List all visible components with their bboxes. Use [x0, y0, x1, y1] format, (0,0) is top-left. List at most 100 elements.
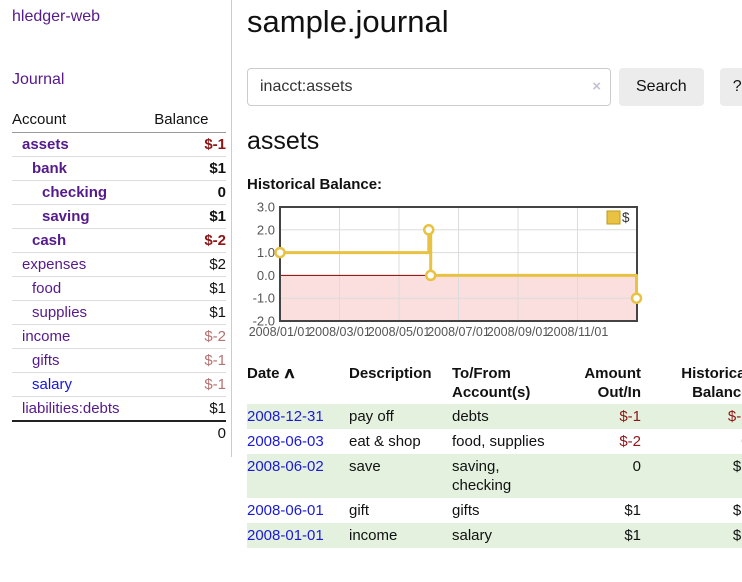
txn-column-header: To/From Account(s): [452, 365, 531, 401]
legend-label: $: [622, 210, 630, 225]
transactions-table: Date ∧ Description To/From Account(s) Amount O…: [247, 362, 742, 548]
app: hledger-web Journal Account Balance asse…: [12, 0, 742, 548]
x-axis-tick-label: 2008/09/01: [487, 325, 550, 339]
search-button[interactable]: Search: [619, 68, 704, 106]
transaction-balance: $-1: [727, 408, 742, 425]
account-balance: $-1: [154, 132, 226, 157]
account-row: cash $-2: [12, 228, 226, 253]
account-link[interactable]: food: [32, 280, 62, 297]
transaction-date-link[interactable]: 2008-12-31: [247, 408, 324, 425]
account-row: assets $-1: [12, 132, 226, 157]
account-link[interactable]: assets: [22, 136, 69, 153]
account-link[interactable]: liabilities:debts: [22, 400, 120, 417]
transaction-amount: 0: [632, 458, 641, 475]
main-content: sample.journal × Search ? assets Histori…: [232, 0, 742, 548]
transaction-date-link[interactable]: 2008-01-01: [247, 527, 324, 544]
chart-container: 3.0 2.0 1.0 0.0 -1.0 -2.0 2008/01/01 2008/03/01…: [247, 200, 742, 349]
account-link[interactable]: income: [22, 328, 71, 345]
transaction-row: 2008-01-01 income salary $1 $1: [247, 523, 742, 548]
y-axis-tick-label: 0.0: [257, 268, 275, 283]
balance-column-header: Balance: [154, 108, 226, 133]
account-link[interactable]: cash: [32, 232, 67, 249]
transaction-row: 2008-06-01 gift gifts $1 $2: [247, 498, 742, 523]
y-axis-tick-label: -2.0: [253, 314, 275, 329]
brand-link[interactable]: hledger-web: [12, 8, 101, 25]
chart-title: Historical Balance:: [247, 176, 383, 193]
txn-column-header: Amount Out/In: [584, 365, 641, 401]
account-link[interactable]: gifts: [32, 352, 60, 369]
account-balance: $2: [154, 252, 226, 277]
sort-ascending-icon: ∧: [282, 365, 296, 382]
transaction-accounts: debts: [452, 408, 489, 425]
transaction-accounts: food, supplies: [452, 433, 545, 450]
account-balance: $1: [154, 156, 226, 181]
account-balance: 0: [154, 180, 226, 205]
account-link[interactable]: saving: [42, 208, 90, 225]
account-column-header: Account: [12, 108, 155, 133]
txn-header-row: Date ∧ Description To/From Account(s) Amount O…: [247, 362, 742, 404]
account-link[interactable]: salary: [32, 376, 73, 393]
transaction-balance: 0: [646, 429, 742, 454]
transaction-accounts: salary: [452, 527, 493, 544]
transaction-amount: $1: [624, 527, 641, 544]
data-point-marker: [423, 224, 435, 236]
y-axis-tick-label: 1.0: [257, 245, 275, 260]
transaction-amount: $1: [624, 502, 641, 519]
transaction-accounts: saving, checking: [452, 458, 512, 494]
transaction-accounts: gifts: [452, 502, 480, 519]
y-axis-tick-label: 3.0: [257, 200, 275, 215]
txn-column-header[interactable]: Date ∧: [247, 365, 296, 382]
account-balance: $-2: [154, 324, 226, 349]
accounts-table: Account Balance assets $-1 bank $1 checking 0…: [12, 108, 226, 445]
x-axis-tick-label: 2008/05/01: [368, 325, 431, 339]
x-axis-tick-label: 2008/01/01: [249, 325, 312, 339]
transaction-row: 2008-06-02 save saving, checking 0 $2: [247, 454, 742, 498]
account-row: income $-2: [12, 324, 226, 349]
account-row: liabilities:debts $1: [12, 396, 226, 422]
transaction-description: save: [349, 458, 381, 475]
account-balance: $1: [154, 396, 226, 422]
help-button[interactable]: ?: [719, 68, 742, 106]
data-point-marker: [630, 292, 643, 304]
plot-border: [279, 206, 638, 322]
search-input[interactable]: [247, 68, 611, 106]
sidebar-item-journal[interactable]: Journal: [12, 71, 65, 88]
account-link[interactable]: expenses: [22, 256, 87, 273]
balance-chart: 3.0 2.0 1.0 0.0 -1.0 -2.02008/01/012008/03/01…: [249, 200, 643, 339]
transaction-description: eat & shop: [349, 433, 421, 450]
x-axis-tick-label: 2008/07/01: [427, 325, 490, 339]
txn-column-header: Description: [349, 365, 432, 382]
x-axis-tick-label: 2008/11/01: [547, 325, 609, 339]
account-balance: $1: [154, 300, 226, 325]
transaction-row: 2008-12-31 pay off debts $-1 $-1: [247, 404, 742, 429]
y-axis-tick-label: 2.0: [257, 222, 275, 237]
account-row: bank $1: [12, 156, 226, 181]
account-row: expenses $2: [12, 252, 226, 277]
transaction-date-link[interactable]: 2008-06-02: [247, 458, 324, 475]
accounts-table-body: assets $-1 bank $1 checking 0 saving $1 cash $-2 e…: [12, 132, 226, 422]
y-axis-tick-label: -1.0: [253, 291, 275, 306]
transaction-date-link[interactable]: 2008-06-03: [247, 433, 324, 450]
transaction-amount: $-2: [619, 433, 641, 450]
accounts-total-row: 0: [12, 420, 226, 445]
transaction-balance: $1: [732, 527, 742, 544]
data-point-marker: [424, 269, 437, 282]
account-balance: $1: [154, 276, 226, 301]
account-balance: $-1: [154, 348, 226, 373]
clear-search-icon[interactable]: ×: [592, 78, 601, 95]
transaction-description: income: [349, 527, 398, 544]
account-link[interactable]: checking: [42, 184, 108, 201]
accounts-header-row: Account Balance: [12, 108, 226, 133]
account-heading: assets: [247, 127, 320, 155]
account-link[interactable]: supplies: [32, 304, 88, 321]
txn-table-body: 2008-12-31 pay off debts $-1 $-1 2008-06-03 ea…: [247, 404, 742, 548]
account-row: food $1: [12, 276, 226, 301]
transaction-date-link[interactable]: 2008-06-01: [247, 502, 324, 519]
transaction-description: pay off: [349, 408, 394, 425]
x-axis-tick-label: 2008/03/01: [308, 325, 371, 339]
account-link[interactable]: bank: [32, 160, 68, 177]
search-box: ×: [247, 68, 611, 106]
account-row: checking 0: [12, 180, 226, 205]
data-point-marker: [274, 246, 286, 259]
